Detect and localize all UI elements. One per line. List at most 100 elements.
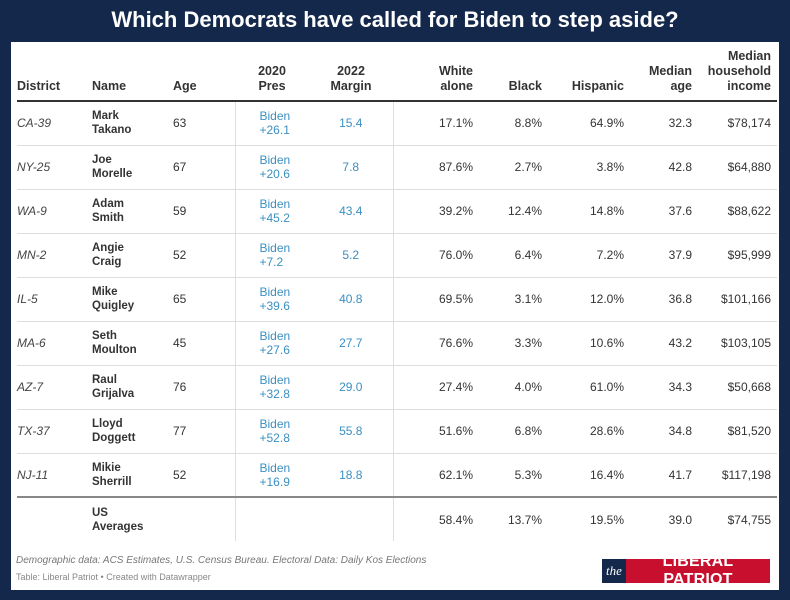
black-cell: 6.8% [479, 409, 548, 454]
table-header-row: District Name Age 2020 Pres 2022 Margin Wh… [17, 46, 777, 102]
pres-2020-cell: Biden +7.2 [235, 233, 315, 278]
name-cell: Raul Grijalva [92, 365, 173, 410]
margin-2022-cell: 43.4 [315, 189, 394, 234]
table-row: MA-6 Seth Moulton 45 Biden +27.6 27.7 76.6% 3.3%… [17, 321, 777, 366]
header-black: Black [479, 46, 548, 102]
pres-2020-cell: Biden +20.6 [235, 145, 315, 190]
name-cell: Mike Quigley [92, 277, 173, 322]
district-cell: MN-2 [17, 233, 92, 278]
hispanic-cell: 16.4% [548, 453, 630, 498]
empty-cell [17, 496, 92, 541]
table-row: AZ-7 Raul Grijalva 76 Biden +32.8 29.0 27.4% 4.0… [17, 365, 777, 410]
hispanic-cell: 28.6% [548, 409, 630, 454]
district-cell: NJ-11 [17, 453, 92, 498]
black-cell: 3.3% [479, 321, 548, 366]
district-cell: NY-25 [17, 145, 92, 190]
pres-2020-cell: Biden +32.8 [235, 365, 315, 410]
empty-cell [235, 496, 315, 541]
pres-2020-cell: Biden +26.1 [235, 101, 315, 146]
median-income-cell: $64,880 [698, 145, 777, 190]
black-cell: 3.1% [479, 277, 548, 322]
avg-black-cell: 13.7% [479, 496, 548, 541]
black-cell: 2.7% [479, 145, 548, 190]
white-alone-cell: 51.6% [393, 409, 479, 454]
median-income-cell: $95,999 [698, 233, 777, 278]
table-panel: District Name Age 2020 Pres 2022 Margin Wh… [11, 42, 779, 590]
hispanic-cell: 7.2% [548, 233, 630, 278]
white-alone-cell: 39.2% [393, 189, 479, 234]
header-2022-margin: 2022 Margin [315, 46, 393, 102]
table-row: MN-2 Angie Craig 52 Biden +7.2 5.2 76.0% 6.4% 7.2… [17, 233, 777, 278]
avg-median-age-cell: 39.0 [630, 496, 698, 541]
median-age-cell: 37.9 [630, 233, 698, 278]
header-2020-pres: 2020 Pres [235, 46, 315, 102]
avg-median-income-cell: $74,755 [698, 496, 777, 541]
hispanic-cell: 10.6% [548, 321, 630, 366]
credit-note: Table: Liberal Patriot • Created with Da… [16, 572, 211, 582]
empty-cell [315, 496, 394, 541]
table-row: CA-39 Mark Takano 63 Biden +26.1 15.4 17.1% 8.8%… [17, 101, 777, 146]
district-cell: MA-6 [17, 321, 92, 366]
median-age-cell: 43.2 [630, 321, 698, 366]
black-cell: 8.8% [479, 101, 548, 146]
margin-2022-cell: 18.8 [315, 453, 394, 498]
header-median-age: Median age [630, 46, 698, 102]
black-cell: 5.3% [479, 453, 548, 498]
white-alone-cell: 17.1% [393, 101, 479, 146]
header-age: Age [173, 46, 235, 102]
name-cell: Adam Smith [92, 189, 173, 234]
pres-2020-cell: Biden +16.9 [235, 453, 315, 498]
header-white-alone: White alone [393, 46, 479, 102]
avg-hispanic-cell: 19.5% [548, 496, 630, 541]
age-cell: 77 [173, 409, 236, 454]
table-row: WA-9 Adam Smith 59 Biden +45.2 43.4 39.2% 12.4% 1… [17, 189, 777, 234]
margin-2022-cell: 40.8 [315, 277, 394, 322]
black-cell: 12.4% [479, 189, 548, 234]
margin-2022-cell: 27.7 [315, 321, 394, 366]
median-income-cell: $50,668 [698, 365, 777, 410]
header-hispanic: Hispanic [548, 46, 630, 102]
white-alone-cell: 76.0% [393, 233, 479, 278]
pres-2020-cell: Biden +27.6 [235, 321, 315, 366]
median-age-cell: 34.8 [630, 409, 698, 454]
margin-2022-cell: 15.4 [315, 101, 394, 146]
name-cell: Angie Craig [92, 233, 173, 278]
district-cell: WA-9 [17, 189, 92, 234]
white-alone-cell: 87.6% [393, 145, 479, 190]
median-age-cell: 34.3 [630, 365, 698, 410]
name-cell: Seth Moulton [92, 321, 173, 366]
name-cell: Mark Takano [92, 101, 173, 146]
age-cell: 67 [173, 145, 236, 190]
margin-2022-cell: 7.8 [315, 145, 394, 190]
margin-2022-cell: 55.8 [315, 409, 394, 454]
white-alone-cell: 69.5% [393, 277, 479, 322]
logo-name: LIBERAL PATRIOT [662, 553, 734, 588]
table-row: TX-37 Lloyd Doggett 77 Biden +52.8 55.8 51.6% 6.… [17, 409, 777, 454]
district-cell: AZ-7 [17, 365, 92, 410]
name-cell: Lloyd Doggett [92, 409, 173, 454]
header-district: District [17, 46, 92, 102]
pres-2020-cell: Biden +39.6 [235, 277, 315, 322]
avg-white-alone-cell: 58.4% [393, 496, 479, 541]
hispanic-cell: 14.8% [548, 189, 630, 234]
liberal-patriot-logo: the LIBERAL PATRIOT [602, 553, 770, 588]
hispanic-cell: 12.0% [548, 277, 630, 322]
median-age-cell: 42.8 [630, 145, 698, 190]
page-title: Which Democrats have called for Biden to… [111, 7, 679, 32]
header-name: Name [92, 46, 173, 102]
hispanic-cell: 64.9% [548, 101, 630, 146]
median-income-cell: $78,174 [698, 101, 777, 146]
averages-label: US Averages [92, 496, 173, 541]
age-cell: 52 [173, 453, 236, 498]
median-income-cell: $81,520 [698, 409, 777, 454]
white-alone-cell: 62.1% [393, 453, 479, 498]
district-cell: CA-39 [17, 101, 92, 146]
median-age-cell: 37.6 [630, 189, 698, 234]
hispanic-cell: 3.8% [548, 145, 630, 190]
age-cell: 76 [173, 365, 236, 410]
district-cell: TX-37 [17, 409, 92, 454]
median-income-cell: $117,198 [698, 453, 777, 498]
empty-cell [173, 496, 236, 541]
header-median-income: Median household income [698, 46, 777, 102]
table-row: IL-5 Mike Quigley 65 Biden +39.6 40.8 69.5% 3.1%… [17, 277, 777, 322]
